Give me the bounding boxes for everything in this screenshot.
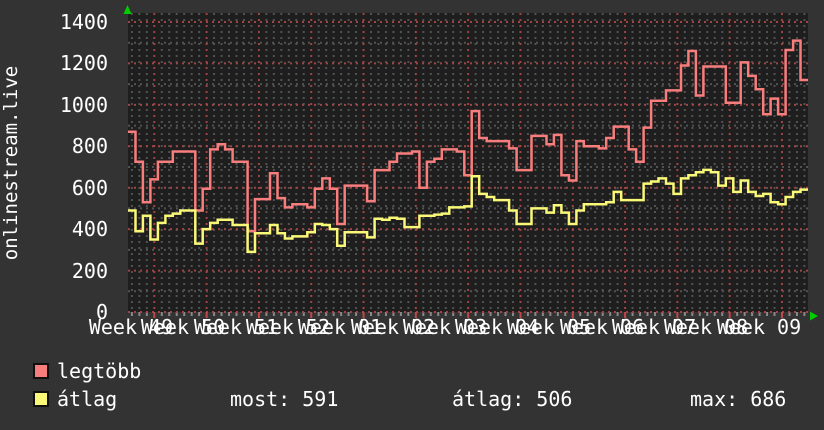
x-axis-label: Week 51: [193, 315, 279, 339]
y-axis-label: 1400: [59, 10, 108, 34]
x-axis-label: Week 01: [297, 315, 383, 339]
y-axis-label: 800: [71, 134, 108, 158]
y-axis-label: 0: [95, 300, 108, 324]
stat-most: most: 591: [230, 387, 339, 411]
y-axis-label: 1200: [59, 51, 108, 75]
x-axis-label: Week 02: [350, 315, 436, 339]
y-axis-arrow-icon: [123, 5, 132, 14]
legend-label-legtobb: legtöbb: [57, 359, 142, 383]
x-axis-label: Week 05: [506, 315, 592, 339]
legend-swatch-atlag: [33, 391, 49, 407]
y-axis-label: 1000: [59, 93, 108, 117]
legend-label-atlag: átlag: [57, 387, 118, 411]
plot-canvas: [128, 13, 808, 312]
x-axis-label: Week 03: [402, 315, 488, 339]
y-axis-label: 200: [71, 259, 108, 283]
series-line-atlag: [128, 168, 808, 254]
x-axis-label: Week 50: [140, 315, 226, 339]
stat-atlag: átlag: 506: [452, 387, 573, 411]
x-axis-label: Week 08: [663, 315, 749, 339]
x-axis-label: Week 52: [245, 315, 331, 339]
x-axis-arrow-icon: [810, 311, 818, 321]
y-axis-label: 600: [71, 176, 108, 200]
legend-swatch-legtobb: [33, 363, 49, 379]
x-axis-label: Week 04: [454, 315, 540, 339]
stat-max: max: 686: [690, 387, 787, 411]
x-axis-label: Week 07: [611, 315, 697, 339]
x-axis-label: Week 49: [88, 315, 174, 339]
series-line-legtobb: [128, 39, 808, 233]
x-axis-label: Week 06: [559, 315, 645, 339]
x-axis-label: Week 09: [716, 315, 802, 339]
y-axis-label: 400: [71, 217, 108, 241]
